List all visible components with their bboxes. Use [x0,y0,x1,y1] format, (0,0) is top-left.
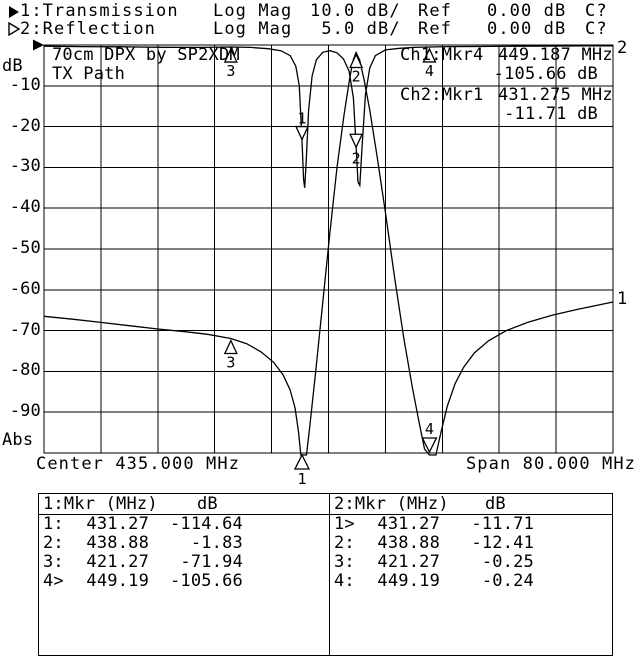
marker-table-ch1-title: 1:Mkr (MHz) [43,494,158,514]
channel-1-label: 1:Transmission [20,1,179,21]
marker-table-ch2-title: 2:Mkr (MHz) [334,494,449,514]
marker-row-level: -12.41 [471,533,534,553]
grid [43,44,614,454]
marker-row-frequency: 449.19 [86,571,149,591]
y-tick-label: -20 [9,116,41,136]
marker-row-frequency: 449.19 [377,571,440,591]
marker-3-trace-1: 3 [223,338,238,372]
marker-2-trace-2: 2 [349,133,364,167]
svg-text:4: 4 [425,420,434,438]
marker-table-ch2-header: 2:Mkr (MHz) dB [330,494,612,515]
y-tick-label: -40 [9,197,41,217]
marker-row-frequency: 421.27 [377,552,440,572]
svg-text:1: 1 [297,470,306,488]
marker-1-trace-1: 1 [293,453,311,488]
markers: 1 2 3 4 1 2 3 4 [223,47,438,488]
marker-row-number: 1: [43,514,64,534]
y-tick-label: -80 [9,360,41,380]
y-tick-label: -10 [9,75,41,95]
marker-row-number: 4: [334,571,355,591]
marker-row-level: -11.71 [471,514,534,534]
marker-row-frequency: 438.88 [86,533,149,553]
marker-4-trace-2: 4 [422,47,437,80]
channel-1-ref-value: 0.00 dB [487,1,567,21]
marker-row-level: -71.94 [180,552,243,572]
svg-text:1: 1 [297,110,306,128]
marker-row-level: -105.66 [169,571,243,591]
trace-2-edge-indicator: 2 [617,38,628,58]
marker-row-level: -0.25 [481,552,534,572]
marker-1-trace-2: 1 [294,110,310,142]
channel-1-active-arrow-icon [9,6,19,18]
marker-table-ch1: 1:Mkr (MHz) dB 1: 431.27 -114.64 2: 438.88 -1… [38,493,330,656]
marker-row-frequency: 431.27 [377,514,440,534]
svg-text:2: 2 [352,67,361,85]
marker-2-trace-1: 2 [349,52,364,85]
marker-table-ch2: 2:Mkr (MHz) dB 1> 431.27 -11.71 2: 438.88 -12… [329,493,613,656]
marker-row-number: 1> [334,514,355,534]
svg-text:2: 2 [352,149,361,167]
center-frequency-label: Center 435.000 MHz [36,454,241,474]
marker-row-frequency: 438.88 [377,533,440,553]
marker-row-level: -1.83 [190,533,243,553]
marker-table-ch1-header: 1:Mkr (MHz) dB [39,494,329,515]
channel-2-label: 2:Reflection [20,19,157,39]
ch1-readout-frequency: 449.187 MHz [498,45,613,65]
ch1-readout-marker: Ch1:Mkr4 [400,45,484,65]
marker-row-level: -114.64 [169,514,243,534]
marker-table-ch1-unit: dB [197,494,218,514]
ref-level-arrow-icon [33,39,44,51]
trace-1-edge-indicator: 1 [617,289,628,309]
plot-title-line1: 70cm DPX by SP2XDM [52,45,240,65]
span-frequency-label: Span 80.000 MHz [465,454,636,474]
marker-row-number: 3: [334,552,355,572]
svg-text:3: 3 [226,62,235,80]
marker-row-level: -0.24 [481,571,534,591]
y-tick-label: -30 [9,156,41,176]
channel-1-format: Log Mag [213,1,293,21]
marker-table-ch2-unit: dB [485,494,506,514]
marker-3-trace-2: 3 [223,47,238,80]
y-axis-mode-label: Abs [2,430,34,450]
y-tick-label: -60 [9,279,41,299]
marker-row-number: 3: [43,552,64,572]
y-tick-label: -50 [9,238,41,258]
svg-text:4: 4 [425,62,434,80]
channel-2-inactive-arrow-icon [8,22,21,36]
svg-text:3: 3 [226,354,235,372]
ch1-readout-level: -105.66 dB [493,64,598,84]
marker-row-number: 2: [43,533,64,553]
marker-row-number: 4> [43,571,64,591]
channel-2-ref-label: Ref [418,19,453,39]
plot-title-line2: TX Path [52,64,126,84]
channel-2-ref-value: 0.00 dB [487,19,567,39]
marker-row-frequency: 431.27 [86,514,149,534]
y-tick-label: -70 [9,320,41,340]
channel-2-format: Log Mag [213,19,293,39]
channel-1-ref-label: Ref [418,1,453,21]
ch2-readout-marker: Ch2:Mkr1 [400,85,484,105]
y-axis-unit-label: dB [2,56,23,76]
marker-row-frequency: 421.27 [86,552,149,572]
y-tick-label: -90 [9,401,41,421]
ch2-readout-level: -11.71 dB [504,104,598,124]
channel-2-cal-status: C? [585,19,608,39]
marker-row-number: 2: [334,533,355,553]
trace-2-reflection [43,45,614,188]
channel-1-scale: 10.0 dB/ [310,1,401,21]
channel-2-scale: 5.0 dB/ [310,19,401,39]
channel-1-cal-status: C? [585,1,608,21]
ch2-readout-frequency: 431.275 MHz [498,85,613,105]
marker-4-trace-1: 4 [421,420,438,454]
